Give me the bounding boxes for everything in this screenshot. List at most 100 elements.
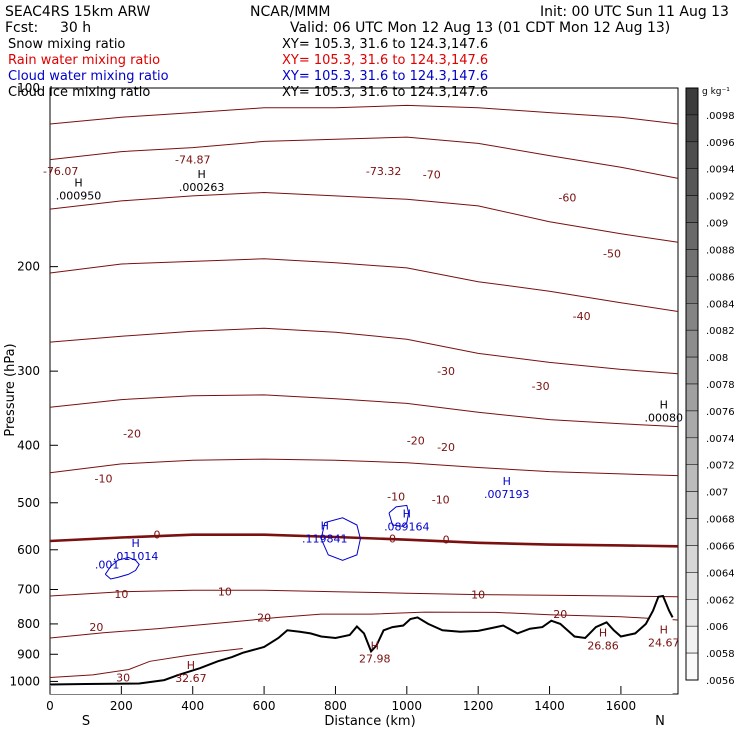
isotherm-label: -74.87: [175, 154, 210, 167]
maximum-marker: H: [371, 640, 379, 653]
terrain: [49, 594, 674, 694]
y-tick-label: 400: [17, 438, 40, 452]
isotherm-line: [49, 191, 679, 243]
isotherm-label: -40: [573, 310, 591, 323]
colorbar-label: .0066: [706, 541, 735, 552]
colorbar-swatch: [685, 464, 699, 492]
isotherm-line: [49, 136, 679, 179]
colorbar-label: .0078: [706, 380, 735, 391]
plot-frame: [49, 87, 679, 695]
y-axis: 100 200 300 400 500 600 700 800 900 1000: [9, 81, 58, 688]
colorbar-swatch: [685, 625, 699, 654]
colorbar-swatch: [685, 410, 699, 439]
isotherm-label: 20: [89, 621, 103, 634]
colorbar-label: .0068: [706, 515, 735, 526]
colorbar-label: .0088: [706, 245, 735, 256]
isotherm-label: -10: [387, 491, 405, 504]
isotherm-line: [49, 104, 679, 125]
field-xy-range: XY= 105.3, 31.6 to 124.3,147.6: [282, 37, 488, 52]
colorbar-swatch: [685, 437, 699, 465]
maximum-value: .011014: [113, 550, 159, 563]
isotherm-label: -20: [437, 441, 455, 454]
x-tick-label: 600: [253, 699, 276, 713]
y-tick-label: 500: [17, 496, 40, 510]
maximum-marker: H: [321, 520, 329, 533]
colorbar-label: .008: [706, 353, 728, 364]
isotherm-label: 20: [553, 608, 567, 621]
field-label: Cloud water mixing ratio: [8, 69, 169, 84]
isotherm-label: -10: [95, 472, 113, 485]
field-xy-range: XY= 105.3, 31.6 to 124.3,147.6: [282, 69, 488, 84]
maximum-value: .089164: [384, 521, 430, 534]
isotherm-labels: -76.07-74.87-73.32 -70-60-50-40-30-30-20-…: [43, 154, 621, 685]
maximum-value: 27.98: [359, 653, 391, 666]
isotherm-label: 0: [154, 528, 161, 541]
forecast-label: Fcst:: [5, 20, 38, 36]
colorbar-frame: [685, 87, 699, 681]
maximum-marker: H: [503, 475, 511, 488]
x-tick-label: 800: [324, 699, 347, 713]
colorbar-label: .0086: [706, 272, 735, 283]
colorbar-label: .0084: [706, 299, 735, 310]
isotherm-line: [49, 458, 679, 477]
isotherm-label: -10: [432, 494, 450, 507]
colorbar-swatch: [685, 599, 699, 627]
maximum-value: 26.86: [587, 640, 619, 653]
contour-value-label: .001: [95, 558, 120, 571]
colorbar-swatch: [685, 572, 699, 600]
colorbar-swatch: [685, 303, 699, 331]
colorbar-swatch: [685, 329, 699, 358]
maximum-marker: H: [187, 659, 195, 672]
cloud-water-contour: [320, 517, 361, 561]
field-label: Snow mixing ratio: [8, 37, 125, 52]
colorbar-swatch: [685, 276, 699, 304]
colorbar-label: .0076: [706, 407, 735, 418]
maximum-value: .119841: [302, 533, 348, 546]
isotherm-line: [49, 533, 679, 548]
init-time: Init: 00 UTC Sun 11 Aug 13: [540, 4, 729, 20]
isotherm-label: -30: [532, 380, 550, 393]
colorbar-swatch: [685, 491, 699, 519]
isotherm-label: -50: [603, 247, 621, 260]
colorbar-label: .0082: [706, 326, 735, 337]
maximum-value: 32.67: [175, 672, 207, 685]
colorbar-swatch: [685, 168, 699, 196]
x-tick-label: 0: [46, 699, 54, 713]
x-tick-label: 400: [181, 699, 204, 713]
maximum-marker: H: [131, 537, 139, 550]
isotherm-label: 0: [389, 532, 396, 545]
isotherm-label: 10: [471, 589, 485, 602]
colorbar-label: .0058: [706, 649, 735, 660]
colorbar-label: .0072: [706, 461, 735, 472]
cloud-water-contour: [104, 556, 140, 580]
field-xy-range: XY= 105.3, 31.6 to 124.3,147.6: [282, 85, 488, 100]
cloud-water-contour: [388, 504, 410, 527]
maxima-labels: H.000950H.000263H.00080H.007193H.089164H…: [56, 168, 683, 685]
y-tick-label: 1000: [9, 674, 40, 688]
isotherm-label: 0: [443, 534, 450, 547]
isotherm-label: 20: [257, 611, 271, 624]
isotherm-line: [49, 394, 679, 428]
colorbar: g kg⁻¹ .0098 .0096 .0094 .0092 .009 .0088 .0086…: [685, 87, 735, 687]
isotherm-label: -20: [407, 435, 425, 448]
isotherm-label: -60: [558, 192, 576, 205]
colorbar-label: .006: [706, 622, 728, 633]
x-tick-label: 1000: [392, 699, 423, 713]
colorbar-label: .0098: [706, 111, 735, 122]
maximum-marker: H: [403, 508, 411, 521]
x-axis: 0 200 400 600 800 1000 1200 1400 1600: [46, 686, 636, 713]
cloud-water-contours: [104, 504, 410, 580]
colorbar-swatch: [685, 249, 699, 277]
isotherm-label: 30: [116, 672, 130, 685]
y-tick-label: 300: [17, 364, 40, 378]
colorbar-label: .009: [706, 219, 728, 230]
colorbar-swatch: [685, 652, 699, 681]
colorbar-label: .0056: [706, 676, 735, 687]
maximum-marker: H: [74, 176, 82, 189]
colorbar-swatch: [685, 356, 699, 385]
isotherm-label: -73.32: [366, 165, 401, 178]
y-tick-label: 700: [17, 583, 40, 597]
maximum-value: .000950: [56, 189, 102, 202]
field-xy-range: XY= 105.3, 31.6 to 124.3,147.6: [282, 53, 488, 68]
